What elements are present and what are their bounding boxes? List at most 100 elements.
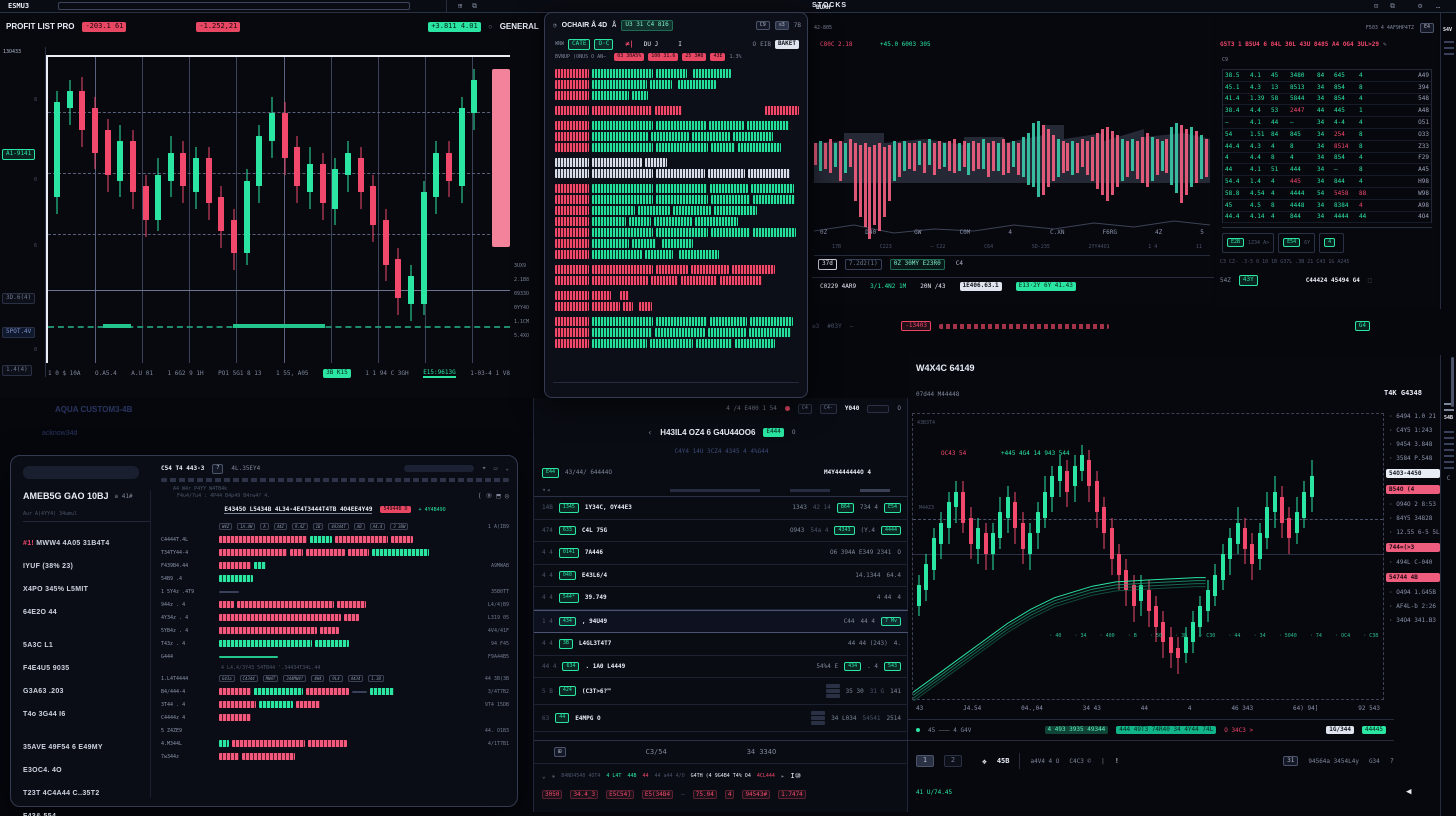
order-book-row[interactable] [555, 206, 799, 215]
order-row[interactable]: 1 4 434 , 94U49 C44 44 4 7 Mv [534, 609, 909, 633]
order-row[interactable]: 5 B 424 (C3T>6?™ 35 30 31 G 141 [534, 678, 909, 705]
log-row[interactable]: 5YB4z . 4 4V4/41F [161, 626, 509, 636]
quotes-footer-box[interactable]: E54 6Y [1278, 232, 1316, 253]
btc-status-red[interactable]: O 34C3 > [1224, 726, 1254, 734]
seg-btn-2[interactable]: 2 [944, 755, 962, 767]
sidebar-item[interactable]: X4PO 345% L5MIT [23, 586, 89, 593]
general-menu[interactable]: GENERAL [499, 22, 539, 32]
log-row[interactable]: 4.M344L 4/1T7B1 [161, 739, 509, 749]
radio-icon[interactable]: ◯ [488, 23, 492, 30]
order-right-chip[interactable]: 7 Mv [880, 616, 901, 626]
log-row[interactable]: 1 5Y4z .4T9 35B0TT [161, 587, 509, 597]
order-book-row[interactable] [555, 217, 799, 226]
news-toolbar-box[interactable]: 7 [212, 464, 224, 474]
sidebar-item[interactable]: F43& 554 [23, 813, 151, 816]
log-row[interactable]: T34TY44-4 [161, 548, 509, 558]
btc-status-wht[interactable]: 1G/344 [1326, 725, 1354, 735]
sidebar-item[interactable]: E3OC4. 4O [23, 767, 62, 774]
log-row[interactable]: 7w344z [161, 752, 509, 762]
quotes-row[interactable]: — 4.1 44 — 34 4-4 4 O51 [1223, 117, 1431, 129]
orders-caret[interactable]: ▾◂ [542, 486, 551, 494]
quotes-footer-box[interactable]: 4 [1319, 232, 1345, 253]
order-book-row[interactable] [555, 106, 799, 115]
order-row[interactable]: 474 633 C4L 75G O943 54a 4 4343 (Y.4 4444 [534, 520, 909, 542]
order-right-chip[interactable]: 543 [883, 661, 901, 671]
log-row[interactable]: W4Z 1A.4W A 44Z 9.4Z 1B 4A344T AB A4.4 3 3BW 1 A(I… [161, 522, 509, 532]
strip-green-chip[interactable]: G4 [1354, 320, 1370, 332]
quotes-row[interactable]: 38.4 4.4 53 2447 44 445 1 A48 [1223, 105, 1431, 118]
order-book-row[interactable] [555, 195, 799, 204]
quotes-row[interactable]: 44.4 4.14 4 844 34 4444 44 4O4 [1223, 212, 1431, 224]
ob-t9[interactable]: I⑩ [790, 772, 802, 780]
quotes-head-chip[interactable]: E4 [1419, 23, 1434, 33]
log-row[interactable]: 1.L4T4444 G43a C4344 MW4T 344MW4? 4W4 9L4 4434 1… [161, 674, 509, 684]
orders-footer-box[interactable]: ⊞ [554, 746, 566, 758]
collapse-icon[interactable]: ⌄ [505, 465, 509, 473]
order-right-chip[interactable]: E54 [883, 503, 901, 513]
orders-btn-4[interactable] [867, 404, 890, 413]
copy-icon[interactable]: ⧉ [472, 2, 477, 10]
edit-icon[interactable]: ✎ [1382, 41, 1387, 48]
strip-icon-2[interactable]: #03Y [827, 322, 842, 330]
back-arrow[interactable]: ◀ [1406, 787, 1412, 797]
ob-filter-2[interactable]: O·C [594, 39, 614, 50]
quotes-row[interactable]: 38.5 4.1 45 3480 84 645 4 A49 [1223, 70, 1431, 82]
gutter-tag-0[interactable]: A1-9141 [2, 149, 36, 160]
ob-market-btn[interactable]: BAKET [774, 40, 799, 49]
order-book-row[interactable] [555, 339, 799, 348]
news-sidebar-items[interactable]: IYUF (38% 23) X4PO 345% L5MIT 64E2O 44 5A3C… [23, 563, 151, 816]
order-book-row[interactable] [555, 132, 799, 141]
order-row[interactable]: 63 44 E4MPG O 34 L034 54541 2514 [534, 705, 909, 732]
sidebar-item[interactable]: 35AVE 49F54 6 E49MY [23, 744, 103, 751]
log-row[interactable]: 4Y34z . 4 L319 05 [161, 613, 509, 623]
quotes-row[interactable]: 45 4.5 8 4448 34 8384 4 A98 [1223, 200, 1431, 212]
help-icon[interactable]: ? [1389, 757, 1394, 765]
news-progress-pill[interactable] [404, 465, 475, 473]
main-chart-plot[interactable] [46, 55, 510, 363]
ob-t8[interactable]: ▸ [780, 772, 785, 780]
log-row[interactable]: C4444T.4L [161, 535, 509, 545]
log-row[interactable]: B4/444-4 3/4T7B2 [161, 687, 509, 697]
checkbox-icon[interactable]: ⬚ [1367, 276, 1372, 284]
order-book-row[interactable] [555, 291, 799, 300]
volume-button[interactable]: C4 [955, 260, 963, 267]
tb-rbox[interactable]: 31 [1283, 755, 1299, 767]
news-search-input[interactable] [23, 466, 139, 479]
volume-button[interactable]: 37d [818, 259, 837, 270]
order-book-row[interactable] [555, 80, 799, 89]
refresh-icon[interactable]: ◔ [553, 21, 557, 29]
news-log-rows[interactable]: W4Z 1A.4W A 44Z 9.4Z 1B 4A344T AB A4.4 3 3BW 1 A(I… [161, 522, 509, 762]
sidebar-item[interactable]: T4o 3G44 I6 [23, 711, 66, 718]
log-row[interactable]: G444 F9A44B5 [161, 652, 509, 662]
order-book-row[interactable] [555, 121, 799, 130]
gutter-tag-2[interactable]: 5POT.4V [2, 327, 36, 338]
orders-btn-3[interactable]: Y040 [844, 405, 860, 413]
more-icon[interactable]: … [1436, 2, 1441, 10]
volume-button[interactable]: 7.2d2(1) [844, 259, 882, 270]
log-row[interactable]: F439B4.44 A9MWAB [161, 561, 509, 571]
order-book-rows[interactable] [555, 69, 799, 377]
ob-icon-1[interactable]: ⌄ [542, 772, 546, 780]
sidebar-item[interactable]: F4E4U5 9035 [23, 665, 70, 672]
window-icon[interactable]: ⊡ [1374, 2, 1379, 10]
order-book-row[interactable] [555, 91, 799, 100]
strip-red-chip[interactable]: -13403 [901, 320, 931, 332]
order-row[interactable]: 4 4 3B L4GL3T4T7 44 44 (243) 4. [534, 633, 909, 656]
ob-icon-2[interactable]: ✳ [551, 772, 556, 780]
log-row[interactable]: 944z . 4 L4/4(B9 [161, 600, 509, 610]
order-row[interactable]: 4 4 0141 7A446 O6 394A E349 2341 O [534, 542, 909, 565]
order-book-row[interactable] [555, 250, 799, 259]
quotes-footer-chip[interactable]: 43Y [1238, 275, 1258, 286]
order-row[interactable]: 14B 1345 1Y34C, OY44E3 1343 42 14 B64 734 4 E54 [534, 497, 909, 520]
seg-btn-1[interactable]: 1 [916, 755, 934, 767]
btc-status-badge-2[interactable]: 444 49T3 74R40 34 4Y44 74L [1116, 725, 1217, 735]
window-icons[interactable]: ( ⑨ ⬒ ◎ [477, 491, 509, 500]
order-row[interactable]: 4 4 544* 39.749 4 44 4 [534, 587, 909, 610]
sidebar-item[interactable]: IYUF (38% 23) [23, 563, 74, 570]
log-row[interactable]: 5 Z4ZE9 44. O1B3 [161, 726, 509, 736]
orders-title-chip[interactable]: E444 [763, 428, 784, 437]
quotes-row[interactable]: 44.4 4.3 4 8 34 8514 8 Z33 [1223, 141, 1431, 153]
layers-icon[interactable]: ⧉ [1390, 2, 1395, 10]
scrollbar-thumb[interactable] [1451, 357, 1454, 407]
gutter-tag-3[interactable]: 1.4(4) [2, 365, 32, 376]
